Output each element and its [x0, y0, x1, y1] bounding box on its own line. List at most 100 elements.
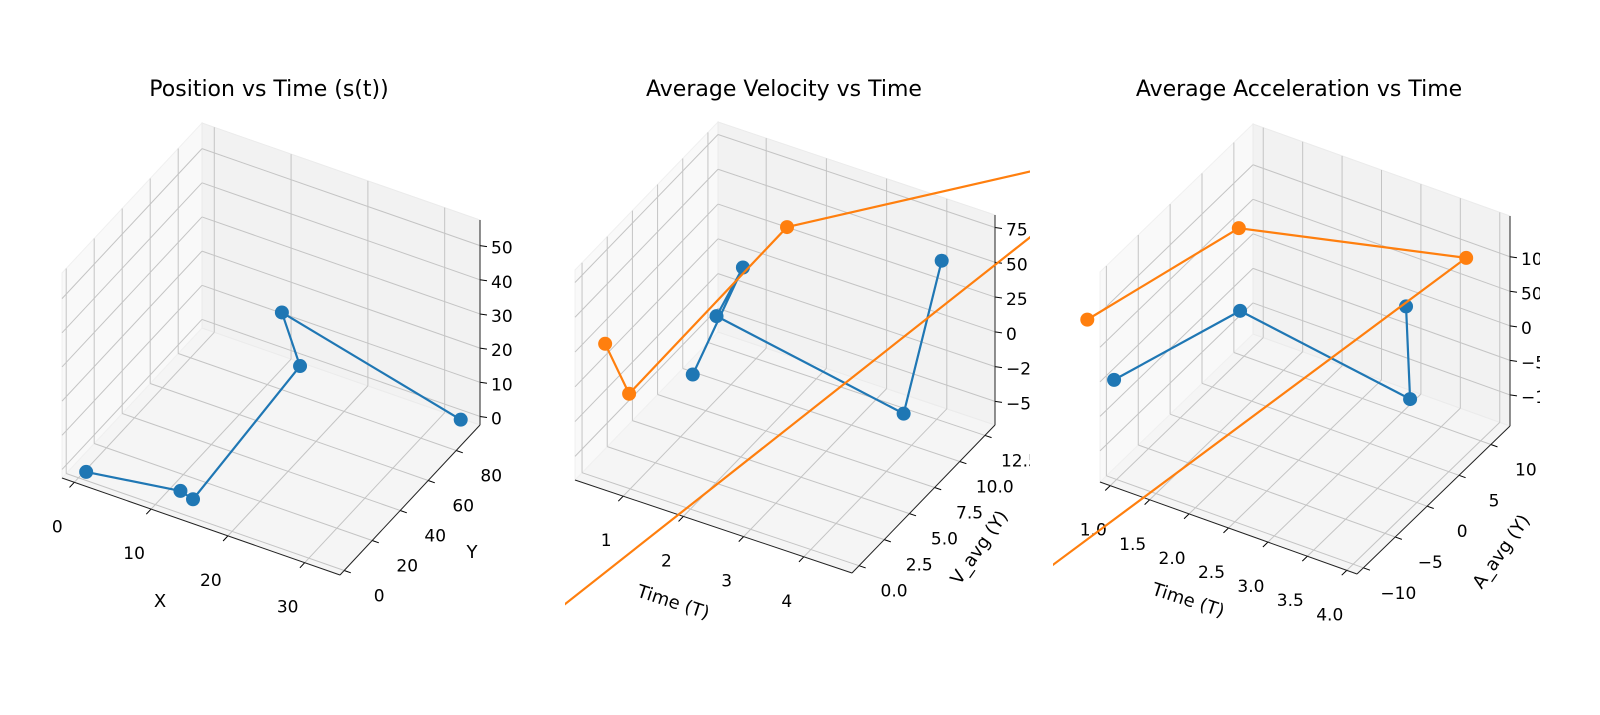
x-tick-mark [738, 536, 744, 542]
grid-line [1201, 382, 1460, 476]
z-tick-mark [479, 381, 488, 384]
z-tick-mark [1509, 359, 1518, 362]
grid-line [622, 347, 767, 497]
axes-3d: 1 2 3 4 0.0 2.5 5.0 7.5 10.0 12.5 −50 −25 0 25 50 75 Tim… [443, 120, 1042, 702]
x-tick-label: 10 [123, 544, 145, 564]
grid-line [1252, 198, 1511, 292]
grid-line [1252, 233, 1511, 327]
z-tick-mark [1509, 394, 1518, 397]
data-point [443, 688, 457, 702]
z-tick-label: 20 [491, 341, 513, 361]
x-tick-mark [1183, 513, 1190, 520]
grid-line [707, 341, 986, 436]
data-point [1107, 372, 1122, 387]
z-tick-label: 0 [1006, 325, 1017, 345]
x-axis-label: Time (T) [1148, 579, 1227, 622]
y-axis-line [339, 424, 481, 576]
z-tick-label: 10 [491, 375, 513, 395]
y-tick-label: 12.5 [1001, 451, 1039, 471]
data-point [1403, 392, 1418, 407]
data-point [709, 309, 724, 324]
data-point [896, 406, 911, 421]
z-tick-label: 0 [491, 409, 502, 429]
z-tick-mark [479, 347, 488, 350]
y-tick-label: 0 [374, 587, 385, 607]
series-line [1053, 227, 1468, 567]
y-tick-mark [344, 570, 351, 574]
grid-line [201, 216, 481, 315]
x-tick-label: 2.5 [1198, 563, 1225, 583]
grid-line [1099, 233, 1254, 383]
x-tick-label: 0 [52, 517, 63, 537]
z-tick-label: 40 [491, 273, 513, 293]
grid-line [61, 148, 203, 299]
y-tick-label: 7.5 [956, 504, 983, 524]
y-tick-mark [934, 487, 942, 491]
grid-line [1346, 421, 1501, 571]
y-tick-mark [1458, 474, 1466, 479]
z-tick-mark [479, 415, 488, 418]
z-tick-label: 0 [1521, 319, 1532, 339]
x-tick-mark [798, 556, 805, 563]
series-line [1113, 306, 1412, 401]
z-tick-mark [479, 313, 488, 316]
chart-title: Position vs Time (s(t)) [149, 77, 388, 102]
y-tick-mark [984, 434, 992, 439]
grid-line [1252, 302, 1511, 396]
grid-line [201, 318, 481, 417]
z-tick-label: −25 [1006, 360, 1042, 380]
grid-line [61, 319, 203, 470]
series-line [85, 311, 462, 501]
y-axis-label: Y [466, 542, 479, 563]
grid-line [1306, 407, 1461, 557]
y-axis-label: A_avg (Y) [1469, 511, 1535, 593]
data-point [186, 492, 201, 507]
z-tick-label: −100 [1521, 388, 1568, 408]
x-tick-label: 3.5 [1277, 591, 1304, 611]
x-tick-label: 4 [781, 592, 792, 612]
y-tick-label: 0.0 [881, 582, 908, 602]
grid-line [717, 273, 996, 368]
grid-line [1138, 444, 1396, 538]
grid-line [201, 284, 481, 383]
x-tick-label: 3 [721, 572, 732, 592]
x-tick-mark [1144, 499, 1151, 506]
z-tick-label: −50 [1006, 394, 1042, 414]
x-tick-label: 3.0 [1237, 577, 1264, 597]
y-tick-mark [400, 510, 407, 514]
grid-line [1109, 337, 1264, 487]
z-tick-label: 100 [1521, 250, 1553, 270]
data-point [598, 336, 613, 351]
grid-line [1099, 198, 1254, 348]
x-tick-label: 2.0 [1159, 549, 1186, 569]
data-point [622, 386, 637, 401]
grid-line [1252, 267, 1511, 361]
z-tick-mark [1509, 256, 1518, 259]
x-tick-label: 1.0 [1080, 521, 1107, 541]
x-tick-label: 2 [661, 551, 672, 571]
z-tick-mark [479, 245, 488, 248]
x-tick-mark [222, 535, 229, 542]
grid-line [122, 413, 401, 511]
x-axis-label: X [154, 591, 166, 612]
grid-line [682, 368, 960, 462]
z-tick-mark [994, 400, 1003, 403]
axes-3d: 0 10 20 30 0 20 40 60 80 0 10 20 30 40 50 X Y [52, 121, 513, 618]
z-tick-label: −50 [1521, 353, 1557, 373]
z-tick-mark [1509, 290, 1518, 293]
z-tick-label: 50 [1521, 284, 1543, 304]
grid-line [574, 134, 719, 283]
y-tick-label: 20 [396, 557, 418, 577]
y-tick-mark [884, 539, 892, 543]
data-point [1231, 221, 1246, 236]
grid-line [66, 473, 345, 571]
z-tick-mark [1509, 325, 1518, 328]
grid-line [1228, 379, 1382, 529]
y-tick-label: 10 [1515, 461, 1537, 481]
z-tick-label: 50 [1006, 255, 1028, 275]
data-point [173, 483, 188, 498]
x-tick-mark [299, 562, 306, 569]
data-point [1399, 299, 1414, 314]
data-point [973, 612, 987, 626]
